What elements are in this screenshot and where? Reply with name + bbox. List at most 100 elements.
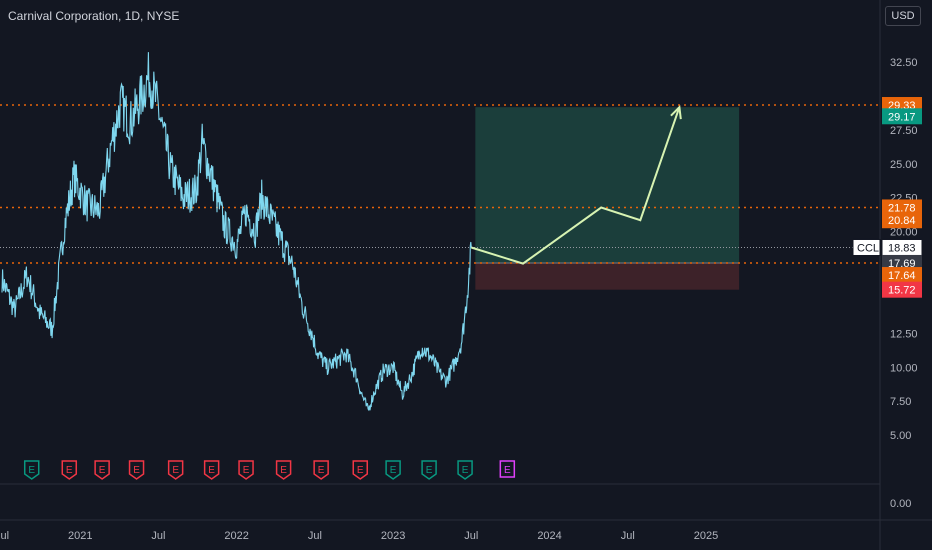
earnings-marker-frame	[238, 460, 254, 480]
earnings-marker-label: E	[243, 465, 250, 476]
earnings-marker-frame	[94, 460, 110, 480]
earnings-marker-frame	[61, 460, 78, 480]
earnings-marker-label: E	[462, 465, 469, 476]
x-tick-label: 2022	[224, 530, 248, 542]
earnings-marker-frame	[385, 460, 401, 480]
price-label-value: 17.69	[888, 258, 916, 270]
y-tick-label: 27.50	[890, 125, 918, 137]
earnings-marker-frame	[203, 460, 220, 480]
price-label-badge	[882, 212, 922, 229]
price-label-value: 20.84	[888, 215, 916, 227]
y-tick-label: 10.00	[890, 362, 918, 374]
price-labels: 29.3329.1721.7820.8418.8317.6917.6415.72…	[852, 97, 923, 298]
earnings-marker-label: E	[66, 465, 73, 476]
projection-path[interactable]	[471, 105, 682, 265]
earnings-marker[interactable]: E	[128, 460, 145, 480]
x-tick-label: Jul	[151, 530, 165, 542]
price-axis[interactable]: 32.5027.5025.0022.5020.0012.5010.007.505…	[879, 0, 918, 550]
profit-zone[interactable]	[475, 107, 740, 263]
symbol-tag-label: CCL	[857, 242, 879, 254]
symbol-tag: CCL	[852, 238, 881, 256]
earnings-marker-label: E	[504, 465, 511, 476]
x-tick-label: 2021	[68, 530, 92, 542]
earnings-marker-label: E	[280, 465, 287, 476]
loss-zone[interactable]	[475, 262, 740, 290]
y-tick-label: 5.00	[890, 430, 911, 442]
earnings-marker[interactable]: E	[61, 460, 78, 480]
x-tick-label: Jul	[621, 530, 635, 542]
price-label-value: 18.83	[888, 242, 916, 254]
price-label-value: 21.78	[888, 202, 916, 214]
chart-title: Carnival Corporation, 1D, NYSE	[8, 9, 180, 23]
earnings-marker[interactable]: E	[385, 460, 401, 480]
price-label-value: 29.17	[888, 111, 916, 123]
price-label-badge	[882, 281, 922, 298]
price-label: 17.64	[882, 267, 922, 284]
earnings-marker-frame	[313, 460, 329, 480]
price-label: 18.83	[881, 238, 923, 256]
y-tick-label: 0.00	[890, 498, 911, 510]
earnings-marker[interactable]: E	[238, 460, 254, 480]
earnings-marker-frame	[352, 460, 369, 480]
price-label: 21.78	[882, 199, 922, 216]
price-label-badge	[882, 199, 922, 216]
earnings-marker-label: E	[426, 465, 433, 476]
earnings-marker-label: E	[172, 465, 179, 476]
earnings-marker[interactable]: E	[94, 460, 110, 480]
position-box[interactable]	[475, 107, 740, 290]
price-line	[1, 52, 472, 412]
earnings-marker-label: E	[99, 465, 106, 476]
y-tick-label: 7.50	[890, 396, 911, 408]
earnings-marker[interactable]: E	[167, 460, 184, 480]
earnings-marker-frame	[167, 460, 184, 480]
earnings-marker-frame	[275, 460, 292, 480]
earnings-marker-frame	[128, 460, 145, 480]
earnings-marker-frame	[23, 460, 40, 480]
price-label-badge	[882, 108, 922, 125]
projection-line[interactable]	[471, 106, 681, 265]
earnings-marker[interactable]: E	[313, 460, 329, 480]
earnings-marker-label: E	[133, 465, 140, 476]
earnings-marker-frame	[421, 460, 437, 480]
symbol-tag-badge	[852, 238, 881, 256]
projection-arrowhead	[670, 105, 682, 120]
y-tick-label: 32.50	[890, 57, 918, 69]
horizontal-levels[interactable]	[0, 104, 880, 264]
x-tick-label: 2023	[381, 530, 405, 542]
x-tick-label: Jul	[0, 530, 9, 542]
price-label: 20.84	[882, 212, 922, 229]
earnings-marker[interactable]: E	[457, 460, 473, 480]
x-tick-label: 2025	[694, 530, 718, 542]
y-tick-label: 12.50	[890, 328, 918, 340]
earnings-marker-label: E	[390, 465, 397, 476]
x-tick-label: Jul	[464, 530, 478, 542]
earnings-marker[interactable]: E	[499, 460, 516, 478]
earnings-marker-label: E	[28, 465, 35, 476]
earnings-marker-label: E	[208, 465, 215, 476]
earnings-marker[interactable]: E	[352, 460, 369, 480]
price-label-badge	[882, 254, 922, 271]
earnings-marker[interactable]: E	[203, 460, 220, 480]
price-label-value: 15.72	[888, 285, 916, 297]
price-label: 17.69	[882, 254, 922, 271]
earnings-marker-frame	[457, 460, 473, 480]
y-tick-label: 20.00	[890, 227, 918, 239]
x-tick-label: Jul	[308, 530, 322, 542]
time-axis[interactable]: Jul 2021 Jul 2022 Jul 2023 Jul 2024 Jul 2025	[0, 483, 932, 542]
price-label: 29.17	[882, 108, 922, 125]
earnings-marker[interactable]: E	[275, 460, 292, 480]
earnings-marker-label: E	[357, 465, 364, 476]
earnings-marker[interactable]: E	[421, 460, 437, 480]
price-series	[1, 52, 472, 412]
earnings-marker-label: E	[318, 465, 325, 476]
price-label-value: 17.64	[888, 270, 916, 282]
price-label: 15.72	[882, 281, 922, 298]
x-tick-label: 2024	[537, 530, 561, 542]
currency-selector[interactable]: USD	[885, 6, 921, 26]
earnings-marker[interactable]: E	[23, 460, 40, 480]
y-tick-label: 25.00	[890, 159, 918, 171]
earnings-marker-frame	[499, 460, 516, 478]
price-label-badge	[882, 267, 922, 284]
